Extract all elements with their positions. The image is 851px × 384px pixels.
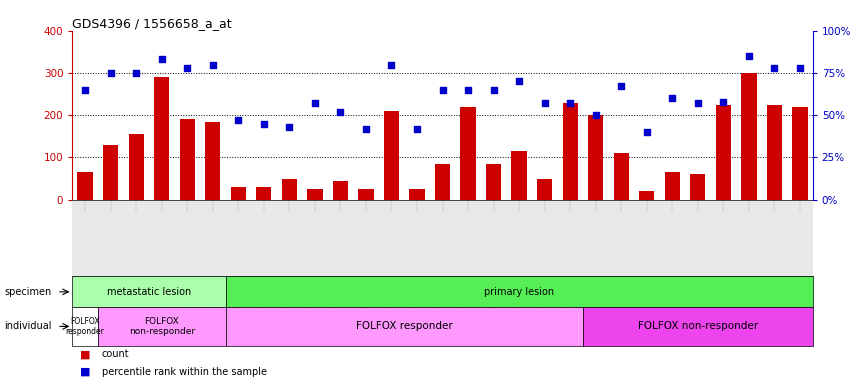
Bar — [409, 189, 425, 200]
Bar — [690, 174, 705, 200]
Point — [640, 129, 654, 135]
Bar — [226, 307, 583, 346]
Bar — [72, 276, 226, 307]
Point — [793, 65, 807, 71]
Bar — [77, 172, 93, 200]
Point — [436, 87, 449, 93]
Bar — [588, 115, 603, 200]
Text: primary lesion: primary lesion — [484, 287, 554, 297]
Point — [104, 70, 117, 76]
Bar — [563, 103, 578, 200]
Bar — [583, 307, 813, 346]
Point — [334, 109, 347, 115]
Bar — [307, 189, 323, 200]
Point — [665, 95, 679, 101]
Point — [512, 78, 526, 84]
Point — [129, 70, 143, 76]
Point — [257, 121, 271, 127]
Point — [768, 65, 781, 71]
Bar — [537, 179, 552, 200]
Bar — [226, 276, 813, 307]
Bar — [129, 134, 144, 200]
Bar — [256, 187, 271, 200]
Bar — [792, 107, 808, 200]
Point — [78, 87, 92, 93]
Point — [410, 126, 424, 132]
Point — [155, 56, 168, 63]
Bar — [72, 307, 98, 346]
Text: ■: ■ — [80, 366, 90, 377]
Point — [563, 100, 577, 106]
Point — [691, 100, 705, 106]
Text: FOLFOX non-responder: FOLFOX non-responder — [637, 321, 758, 331]
Text: individual: individual — [4, 321, 52, 331]
Bar — [384, 111, 399, 200]
Text: metastatic lesion: metastatic lesion — [106, 287, 191, 297]
Bar — [98, 307, 226, 346]
Bar — [231, 187, 246, 200]
Point — [308, 100, 322, 106]
Bar — [103, 145, 118, 200]
Text: ■: ■ — [80, 349, 90, 359]
Text: FOLFOX
non-responder: FOLFOX non-responder — [129, 317, 195, 336]
Bar — [639, 191, 654, 200]
Point — [385, 61, 398, 68]
Text: percentile rank within the sample: percentile rank within the sample — [102, 366, 267, 377]
Bar — [486, 164, 501, 200]
Bar — [741, 73, 757, 200]
Point — [487, 87, 500, 93]
Point — [231, 117, 245, 123]
Bar — [435, 164, 450, 200]
Bar — [716, 104, 731, 200]
Bar — [511, 151, 527, 200]
Point — [283, 124, 296, 130]
Bar — [614, 153, 629, 200]
Point — [359, 126, 373, 132]
Bar — [665, 172, 680, 200]
Bar — [205, 121, 220, 200]
Bar — [282, 179, 297, 200]
Bar — [358, 189, 374, 200]
Point — [538, 100, 551, 106]
Point — [180, 65, 194, 71]
Point — [742, 53, 756, 59]
Bar — [333, 180, 348, 200]
Point — [206, 61, 220, 68]
Point — [614, 83, 628, 89]
Point — [589, 112, 603, 118]
Point — [717, 99, 730, 105]
Text: count: count — [102, 349, 129, 359]
Text: FOLFOX
responder: FOLFOX responder — [66, 317, 105, 336]
Bar — [460, 107, 476, 200]
Bar — [154, 77, 169, 200]
Text: FOLFOX responder: FOLFOX responder — [356, 321, 453, 331]
Bar — [180, 119, 195, 200]
Bar — [767, 104, 782, 200]
Point — [461, 87, 475, 93]
Text: specimen: specimen — [4, 287, 52, 297]
Text: GDS4396 / 1556658_a_at: GDS4396 / 1556658_a_at — [72, 17, 232, 30]
